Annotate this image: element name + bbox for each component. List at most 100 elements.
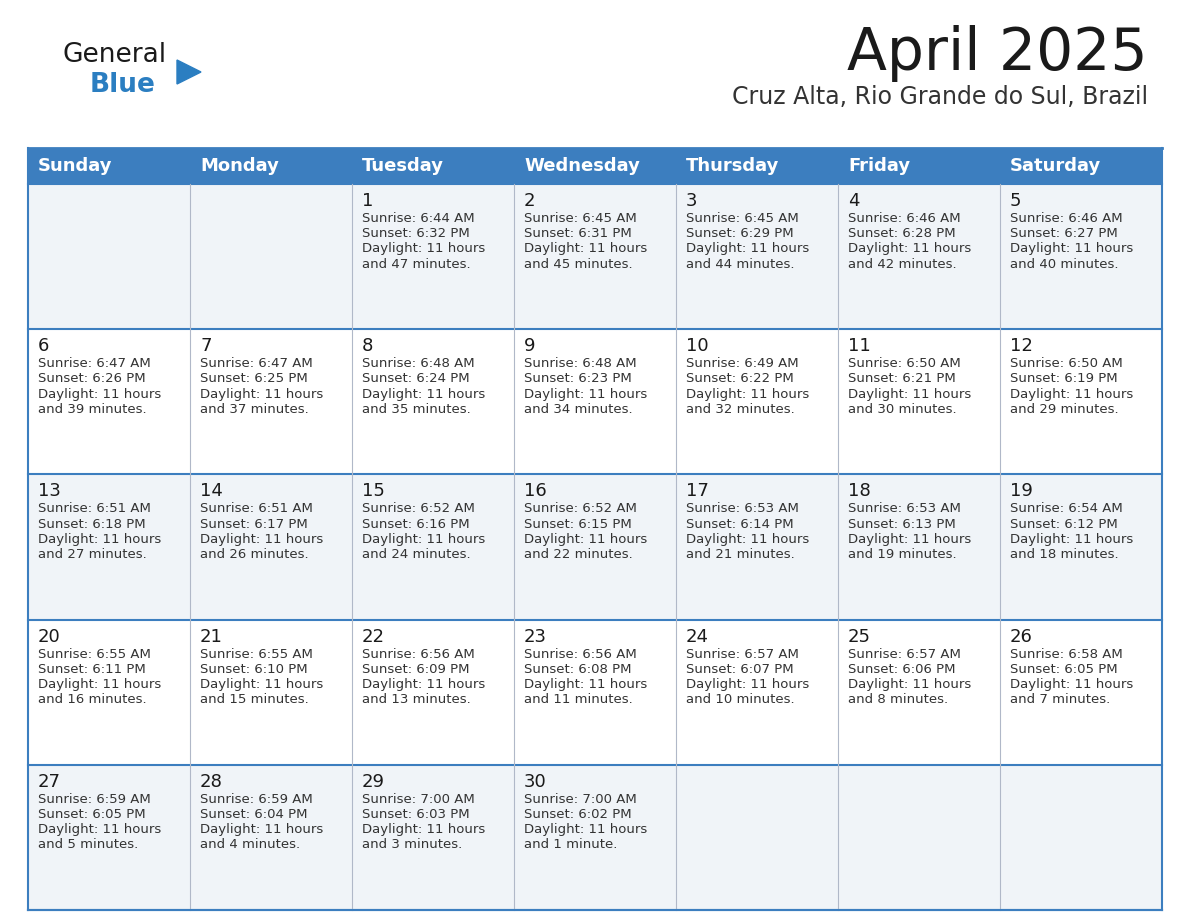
Text: Sunset: 6:18 PM: Sunset: 6:18 PM (38, 518, 146, 531)
Text: 20: 20 (38, 628, 61, 645)
Text: Sunrise: 6:47 AM: Sunrise: 6:47 AM (38, 357, 151, 370)
Text: Daylight: 11 hours: Daylight: 11 hours (848, 242, 972, 255)
Text: Sunrise: 6:55 AM: Sunrise: 6:55 AM (38, 647, 151, 661)
Text: Daylight: 11 hours: Daylight: 11 hours (200, 532, 323, 546)
Text: Daylight: 11 hours: Daylight: 11 hours (685, 242, 809, 255)
Text: Sunset: 6:05 PM: Sunset: 6:05 PM (38, 808, 146, 821)
Text: and 11 minutes.: and 11 minutes. (524, 693, 633, 706)
Text: 1: 1 (362, 192, 373, 210)
Text: Sunset: 6:21 PM: Sunset: 6:21 PM (848, 373, 956, 386)
Text: Sunrise: 6:53 AM: Sunrise: 6:53 AM (848, 502, 961, 515)
Text: Sunrise: 6:51 AM: Sunrise: 6:51 AM (38, 502, 151, 515)
Text: and 45 minutes.: and 45 minutes. (524, 258, 633, 271)
Text: Sunrise: 6:59 AM: Sunrise: 6:59 AM (38, 793, 151, 806)
Text: Sunset: 6:16 PM: Sunset: 6:16 PM (362, 518, 469, 531)
Text: Sunrise: 6:48 AM: Sunrise: 6:48 AM (524, 357, 637, 370)
Text: 5: 5 (1010, 192, 1022, 210)
Bar (29, 184, 1162, 330)
Text: Sunrise: 6:48 AM: Sunrise: 6:48 AM (362, 357, 475, 370)
Text: Sunrise: 7:00 AM: Sunrise: 7:00 AM (524, 793, 637, 806)
Text: Sunset: 6:04 PM: Sunset: 6:04 PM (200, 808, 308, 821)
Text: 14: 14 (200, 482, 223, 500)
Text: Sunset: 6:06 PM: Sunset: 6:06 PM (848, 663, 955, 676)
Text: Sunrise: 6:53 AM: Sunrise: 6:53 AM (685, 502, 798, 515)
Text: and 27 minutes.: and 27 minutes. (38, 548, 147, 561)
Text: Sunrise: 7:00 AM: Sunrise: 7:00 AM (362, 793, 475, 806)
Bar (29, 148, 1162, 184)
Text: April 2025: April 2025 (847, 25, 1148, 82)
Text: and 40 minutes.: and 40 minutes. (1010, 258, 1118, 271)
Text: and 21 minutes.: and 21 minutes. (685, 548, 795, 561)
Text: 7: 7 (200, 337, 211, 355)
Text: Sunset: 6:08 PM: Sunset: 6:08 PM (524, 663, 632, 676)
Text: 26: 26 (1010, 628, 1032, 645)
Text: 11: 11 (848, 337, 871, 355)
Text: Sunrise: 6:51 AM: Sunrise: 6:51 AM (200, 502, 312, 515)
Text: and 22 minutes.: and 22 minutes. (524, 548, 633, 561)
Text: Sunset: 6:05 PM: Sunset: 6:05 PM (1010, 663, 1118, 676)
Text: and 3 minutes.: and 3 minutes. (362, 838, 462, 851)
Text: 19: 19 (1010, 482, 1032, 500)
Text: Sunset: 6:14 PM: Sunset: 6:14 PM (685, 518, 794, 531)
Text: and 24 minutes.: and 24 minutes. (362, 548, 470, 561)
Text: Daylight: 11 hours: Daylight: 11 hours (38, 823, 162, 836)
Text: 2: 2 (524, 192, 536, 210)
Text: and 8 minutes.: and 8 minutes. (848, 693, 948, 706)
Text: Daylight: 11 hours: Daylight: 11 hours (38, 387, 162, 400)
Text: and 18 minutes.: and 18 minutes. (1010, 548, 1119, 561)
Text: Daylight: 11 hours: Daylight: 11 hours (1010, 387, 1133, 400)
Text: 21: 21 (200, 628, 223, 645)
Text: Sunset: 6:28 PM: Sunset: 6:28 PM (848, 227, 955, 241)
Text: 24: 24 (685, 628, 709, 645)
Text: Sunrise: 6:54 AM: Sunrise: 6:54 AM (1010, 502, 1123, 515)
Text: Sunrise: 6:58 AM: Sunrise: 6:58 AM (1010, 647, 1123, 661)
Text: Sunset: 6:17 PM: Sunset: 6:17 PM (200, 518, 308, 531)
Text: Sunrise: 6:45 AM: Sunrise: 6:45 AM (524, 212, 637, 225)
Text: and 39 minutes.: and 39 minutes. (38, 403, 146, 416)
Text: Daylight: 11 hours: Daylight: 11 hours (38, 532, 162, 546)
Text: Sunset: 6:07 PM: Sunset: 6:07 PM (685, 663, 794, 676)
Text: Sunrise: 6:59 AM: Sunrise: 6:59 AM (200, 793, 312, 806)
Text: Sunrise: 6:50 AM: Sunrise: 6:50 AM (848, 357, 961, 370)
Text: and 44 minutes.: and 44 minutes. (685, 258, 795, 271)
Text: Friday: Friday (848, 157, 910, 175)
Text: Daylight: 11 hours: Daylight: 11 hours (362, 532, 485, 546)
Text: Daylight: 11 hours: Daylight: 11 hours (1010, 532, 1133, 546)
Text: Sunrise: 6:57 AM: Sunrise: 6:57 AM (685, 647, 798, 661)
Text: and 26 minutes.: and 26 minutes. (200, 548, 309, 561)
Text: and 32 minutes.: and 32 minutes. (685, 403, 795, 416)
Text: Thursday: Thursday (685, 157, 779, 175)
Text: Sunrise: 6:46 AM: Sunrise: 6:46 AM (848, 212, 961, 225)
Text: Daylight: 11 hours: Daylight: 11 hours (848, 678, 972, 691)
Bar (29, 620, 1162, 765)
Text: General: General (62, 42, 166, 68)
Text: Daylight: 11 hours: Daylight: 11 hours (524, 532, 647, 546)
Text: Daylight: 11 hours: Daylight: 11 hours (362, 242, 485, 255)
Text: and 16 minutes.: and 16 minutes. (38, 693, 146, 706)
Text: Sunset: 6:26 PM: Sunset: 6:26 PM (38, 373, 146, 386)
Text: and 19 minutes.: and 19 minutes. (848, 548, 956, 561)
Text: Sunset: 6:27 PM: Sunset: 6:27 PM (1010, 227, 1118, 241)
Text: Blue: Blue (90, 72, 156, 98)
Text: Sunrise: 6:56 AM: Sunrise: 6:56 AM (524, 647, 637, 661)
Text: 4: 4 (848, 192, 859, 210)
Text: Sunrise: 6:49 AM: Sunrise: 6:49 AM (685, 357, 798, 370)
Text: Sunset: 6:03 PM: Sunset: 6:03 PM (362, 808, 469, 821)
Text: Daylight: 11 hours: Daylight: 11 hours (362, 387, 485, 400)
Text: Sunset: 6:13 PM: Sunset: 6:13 PM (848, 518, 956, 531)
Text: Daylight: 11 hours: Daylight: 11 hours (362, 678, 485, 691)
Text: Sunrise: 6:52 AM: Sunrise: 6:52 AM (362, 502, 475, 515)
Text: 12: 12 (1010, 337, 1032, 355)
Text: Cruz Alta, Rio Grande do Sul, Brazil: Cruz Alta, Rio Grande do Sul, Brazil (732, 85, 1148, 109)
Text: 29: 29 (362, 773, 385, 790)
Text: Monday: Monday (200, 157, 279, 175)
Text: Sunset: 6:11 PM: Sunset: 6:11 PM (38, 663, 146, 676)
Text: Sunset: 6:29 PM: Sunset: 6:29 PM (685, 227, 794, 241)
Text: Sunset: 6:31 PM: Sunset: 6:31 PM (524, 227, 632, 241)
Text: and 35 minutes.: and 35 minutes. (362, 403, 470, 416)
Text: 30: 30 (524, 773, 546, 790)
Text: Sunrise: 6:46 AM: Sunrise: 6:46 AM (1010, 212, 1123, 225)
Text: Sunset: 6:02 PM: Sunset: 6:02 PM (524, 808, 632, 821)
Text: Daylight: 11 hours: Daylight: 11 hours (848, 532, 972, 546)
Text: 23: 23 (524, 628, 546, 645)
